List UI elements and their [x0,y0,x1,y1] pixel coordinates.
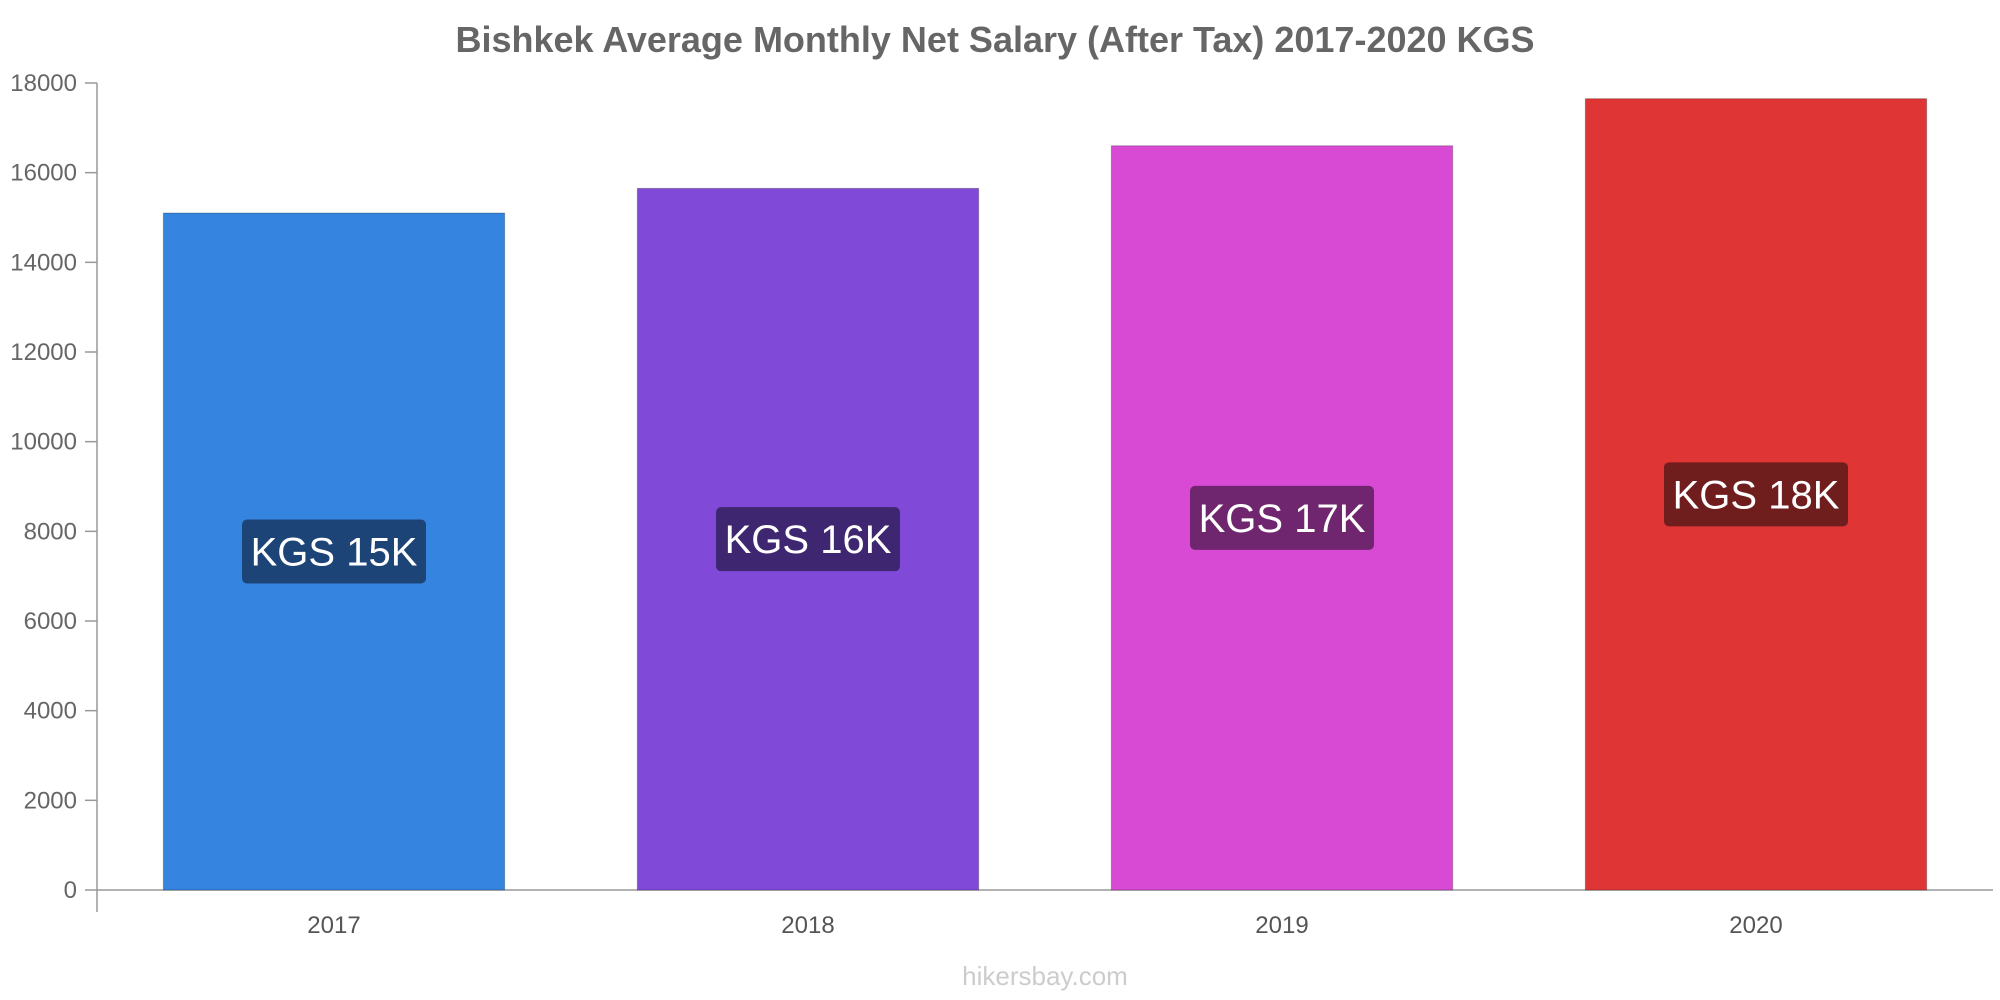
y-tick-label: 18000 [10,70,77,97]
bar-label-box [716,507,900,572]
bar-label-box [1190,485,1374,550]
bar-value-label: KGS 15K [251,531,418,575]
bar-value-label: KGS 18K [1673,473,1840,517]
x-tick-label: 2019 [1255,912,1308,939]
y-tick-label: 4000 [24,698,77,725]
y-tick-label: 10000 [10,429,77,456]
bar-label-box [1664,462,1848,527]
bar-value-label: KGS 16K [725,518,892,562]
watermark: hikersbay.com [962,961,1128,991]
y-tick-label: 2000 [24,787,77,814]
y-tick-label: 8000 [24,518,77,545]
x-tick-label: 2017 [307,912,360,939]
bars: KGS 15K KGS 16K KGS 17K KGS 18K [162,98,1928,891]
bar-label-box [242,519,426,584]
x-axis-ticks: 2017 2018 2019 2020 [307,912,1782,939]
chart-title: Bishkek Average Monthly Net Salary (Afte… [455,19,1534,60]
y-tick-label: 16000 [10,160,77,187]
y-tick-label: 12000 [10,339,77,366]
y-tick-label: 14000 [10,249,77,276]
x-tick-label: 2018 [781,912,834,939]
x-tick-label: 2020 [1729,912,1782,939]
y-axis-ticks: 0 2000 4000 6000 8000 10000 12000 14000 16000 180… [10,70,97,904]
y-tick-label: 6000 [24,608,77,635]
y-tick-label: 0 [64,877,77,904]
bar-value-label: KGS 17K [1199,497,1366,541]
